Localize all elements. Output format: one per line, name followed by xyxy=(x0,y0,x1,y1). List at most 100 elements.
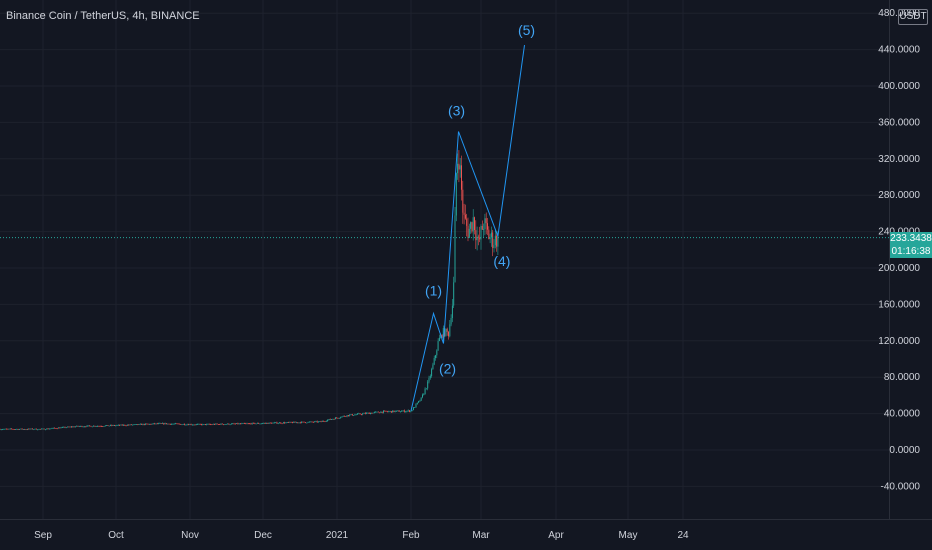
candle xyxy=(42,428,44,430)
candle xyxy=(129,424,131,426)
candle xyxy=(245,422,247,425)
candle xyxy=(89,425,91,427)
candle xyxy=(419,399,421,402)
wave-label: (2) xyxy=(439,361,456,377)
candle xyxy=(133,424,135,426)
candle xyxy=(476,226,478,251)
y-tick-label: 480.0000 xyxy=(878,8,920,19)
candle xyxy=(376,411,378,413)
countdown-timer: 01:16:38 xyxy=(891,245,931,257)
candle xyxy=(110,424,111,427)
candle xyxy=(463,203,465,225)
candle xyxy=(280,422,282,424)
x-tick-label: Feb xyxy=(402,530,420,541)
candle xyxy=(117,424,119,426)
candle xyxy=(269,422,271,424)
candle xyxy=(445,328,447,337)
y-tick-label: 120.0000 xyxy=(878,336,920,347)
candle xyxy=(223,424,225,426)
candles xyxy=(0,150,499,431)
candle xyxy=(310,421,312,423)
candle xyxy=(415,403,417,408)
candle xyxy=(262,422,264,425)
candle xyxy=(290,421,292,423)
grid xyxy=(0,0,889,519)
candle xyxy=(385,410,387,412)
candle xyxy=(437,338,439,351)
candle xyxy=(271,422,273,424)
candle xyxy=(212,423,214,425)
candle xyxy=(61,426,63,428)
candle xyxy=(323,420,325,422)
candle xyxy=(431,367,433,378)
candle xyxy=(295,421,297,424)
last-price-value: 233.3438 xyxy=(890,232,932,244)
candle xyxy=(191,424,193,426)
candle xyxy=(327,419,329,422)
candle xyxy=(224,424,226,426)
time-axis[interactable]: Sep Oct Nov Dec 2021 Feb Mar Apr May 24 xyxy=(34,530,689,541)
candle xyxy=(220,423,222,425)
candle xyxy=(130,424,132,426)
candle xyxy=(461,155,462,201)
candle xyxy=(156,422,158,425)
y-tick-label: 440.0000 xyxy=(878,45,920,56)
candle xyxy=(320,420,322,423)
candle xyxy=(48,428,50,430)
candle xyxy=(394,410,396,413)
candle xyxy=(402,410,404,412)
candle xyxy=(104,425,106,427)
candle xyxy=(207,423,209,425)
currency-unit-badge[interactable]: USDT xyxy=(898,9,928,25)
candle xyxy=(268,422,270,424)
candle xyxy=(389,410,391,413)
candle xyxy=(173,423,175,425)
candle xyxy=(484,213,486,236)
candle xyxy=(398,409,400,412)
y-tick-label: -40.0000 xyxy=(881,481,921,492)
candle xyxy=(329,418,331,420)
candle xyxy=(314,421,316,423)
candle xyxy=(80,425,82,427)
candle xyxy=(397,410,399,412)
candle xyxy=(483,223,485,238)
candle xyxy=(111,424,113,427)
candle xyxy=(308,421,310,423)
y-tick-label: 400.0000 xyxy=(878,81,920,92)
candle xyxy=(281,423,283,425)
candle xyxy=(169,423,171,425)
candle xyxy=(442,325,444,341)
candle xyxy=(276,421,278,424)
candle xyxy=(297,422,299,424)
candle xyxy=(145,423,147,426)
candle xyxy=(84,426,85,428)
x-tick-label: May xyxy=(619,530,638,541)
candle xyxy=(359,412,361,415)
candle xyxy=(211,423,213,426)
y-tick-label: 160.0000 xyxy=(878,299,920,310)
candle xyxy=(87,425,89,427)
candle xyxy=(193,424,195,426)
candle xyxy=(73,426,75,428)
candle xyxy=(264,422,266,424)
candle xyxy=(123,424,124,426)
candle xyxy=(116,424,118,426)
candle xyxy=(363,412,365,414)
candle xyxy=(315,420,317,423)
candle xyxy=(301,421,303,424)
candle xyxy=(246,422,248,425)
candle xyxy=(236,423,238,424)
wave-line xyxy=(410,45,525,412)
candle xyxy=(403,409,405,413)
candle xyxy=(221,423,223,425)
candle xyxy=(318,421,319,423)
candle xyxy=(386,410,388,413)
candle xyxy=(151,423,153,425)
candle xyxy=(336,417,338,419)
candle xyxy=(282,421,284,424)
candle xyxy=(346,415,348,418)
candle xyxy=(435,354,436,361)
candle xyxy=(354,413,356,416)
candle xyxy=(405,410,407,413)
